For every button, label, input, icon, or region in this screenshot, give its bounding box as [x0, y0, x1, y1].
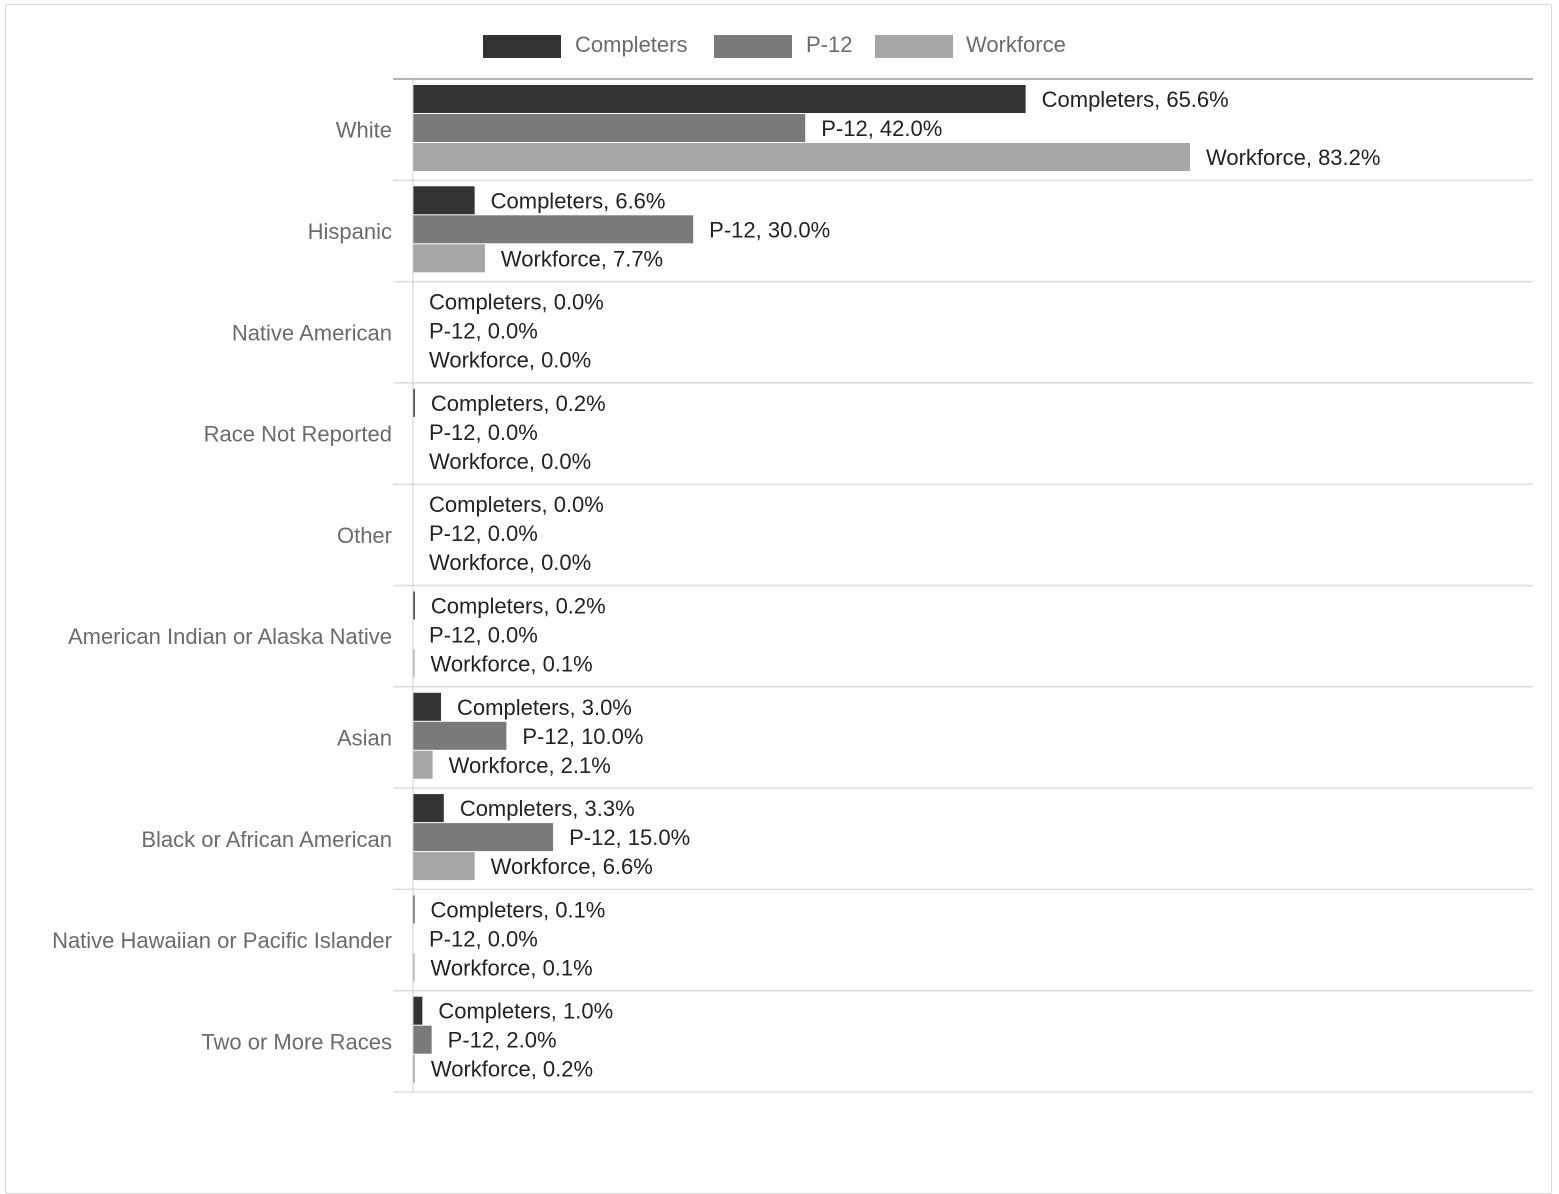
data-labels: Completers, 65.6% P-12, 42.0% Workforce, 8…	[429, 87, 1380, 1082]
data-label-workforce-native-american: Workforce, 0.0%	[429, 348, 591, 373]
bar-workforce-native-hawaiian-or-pacific-islander	[413, 953, 415, 982]
data-label-workforce-black-or-african-american: Workforce, 6.6%	[491, 854, 653, 879]
data-label-completers-white: Completers, 65.6%	[1042, 87, 1229, 112]
legend: Completers P-12 Workforce	[483, 32, 1066, 58]
bar-p-12-two-or-more-races	[413, 1025, 432, 1054]
legend-label-workforce: Workforce	[966, 32, 1066, 57]
legend-label-p-12: P-12	[806, 32, 852, 57]
data-label-p-12-native-hawaiian-or-pacific-islander: P-12, 0.0%	[429, 926, 538, 951]
category-label-hispanic: Hispanic	[308, 219, 392, 244]
legend-swatch-workforce	[875, 35, 953, 58]
bar-workforce-white	[413, 143, 1190, 171]
data-label-p-12-two-or-more-races: P-12, 2.0%	[448, 1028, 557, 1053]
data-label-p-12-black-or-african-american: P-12, 15.0%	[569, 825, 690, 850]
category-label-two-or-more-races: Two or More Races	[201, 1029, 392, 1054]
bar-completers-hispanic	[413, 186, 475, 215]
data-label-workforce-two-or-more-races: Workforce, 0.2%	[431, 1057, 593, 1082]
bar-p-12-hispanic	[413, 215, 694, 244]
data-label-completers-american-indian-or-alaska-native: Completers, 0.2%	[431, 594, 606, 619]
legend-label-completers: Completers	[575, 32, 687, 57]
chart-frame	[5, 4, 1552, 1194]
bar-completers-race-not-reported	[413, 388, 415, 417]
bar-completers-native-hawaiian-or-pacific-islander	[413, 895, 415, 924]
bar-completers-american-indian-or-alaska-native	[413, 591, 415, 620]
category-label-american-indian-or-alaska-native: American Indian or Alaska Native	[68, 624, 392, 649]
bar-workforce-hispanic	[413, 244, 485, 273]
bar-p-12-black-or-african-american	[413, 823, 554, 852]
bar-completers-black-or-african-american	[413, 794, 444, 823]
data-label-workforce-american-indian-or-alaska-native: Workforce, 0.1%	[431, 652, 593, 677]
bar-p-12-asian	[413, 721, 507, 750]
data-label-p-12-race-not-reported: P-12, 0.0%	[429, 420, 538, 445]
bar-completers-white	[413, 85, 1026, 113]
data-label-completers-two-or-more-races: Completers, 1.0%	[438, 999, 613, 1024]
category-label-native-hawaiian-or-pacific-islander: Native Hawaiian or Pacific Islander	[52, 928, 392, 953]
legend-swatch-p-12	[714, 35, 792, 58]
data-label-completers-race-not-reported: Completers, 0.2%	[431, 391, 606, 416]
bar-workforce-american-indian-or-alaska-native	[413, 649, 415, 678]
data-label-workforce-race-not-reported: Workforce, 0.0%	[429, 449, 591, 474]
data-label-workforce-other: Workforce, 0.0%	[429, 550, 591, 575]
bar-completers-asian	[413, 692, 442, 721]
bar-workforce-asian	[413, 750, 433, 779]
bar-completers-two-or-more-races	[413, 996, 423, 1025]
category-label-race-not-reported: Race Not Reported	[204, 422, 392, 447]
category-label-native-american: Native American	[232, 320, 392, 345]
data-label-completers-native-hawaiian-or-pacific-islander: Completers, 0.1%	[431, 897, 606, 922]
data-label-p-12-hispanic: P-12, 30.0%	[709, 217, 830, 242]
data-label-p-12-american-indian-or-alaska-native: P-12, 0.0%	[429, 623, 538, 648]
category-separators	[393, 78, 1533, 1093]
legend-item-workforce: Workforce	[875, 32, 1066, 58]
category-label-white: White	[336, 118, 392, 143]
category-labels: White Hispanic Native American Race Not Rep…	[52, 118, 392, 1055]
data-label-p-12-native-american: P-12, 0.0%	[429, 319, 538, 344]
legend-swatch-completers	[483, 35, 561, 58]
bar-workforce-two-or-more-races	[413, 1054, 415, 1083]
category-label-black-or-african-american: Black or African American	[141, 827, 392, 852]
category-label-asian: Asian	[337, 725, 392, 750]
data-label-p-12-other: P-12, 0.0%	[429, 521, 538, 546]
data-label-workforce-asian: Workforce, 2.1%	[449, 753, 611, 778]
category-label-other: Other	[337, 523, 392, 548]
data-label-p-12-asian: P-12, 10.0%	[522, 724, 643, 749]
bar-workforce-black-or-african-american	[413, 852, 475, 881]
bar-p-12-white	[413, 114, 806, 142]
bars	[413, 85, 1190, 1083]
legend-item-completers: Completers	[483, 32, 687, 58]
data-label-workforce-hispanic: Workforce, 7.7%	[501, 246, 663, 271]
data-label-completers-other: Completers, 0.0%	[429, 492, 604, 517]
data-label-completers-asian: Completers, 3.0%	[457, 695, 632, 720]
data-label-workforce-white: Workforce, 83.2%	[1206, 145, 1380, 170]
data-label-completers-black-or-african-american: Completers, 3.3%	[460, 796, 635, 821]
data-label-p-12-white: P-12, 42.0%	[821, 116, 942, 141]
legend-item-p-12: P-12	[714, 32, 852, 58]
data-label-workforce-native-hawaiian-or-pacific-islander: Workforce, 0.1%	[431, 955, 593, 980]
data-label-completers-native-american: Completers, 0.0%	[429, 290, 604, 315]
data-label-completers-hispanic: Completers, 6.6%	[491, 188, 666, 213]
